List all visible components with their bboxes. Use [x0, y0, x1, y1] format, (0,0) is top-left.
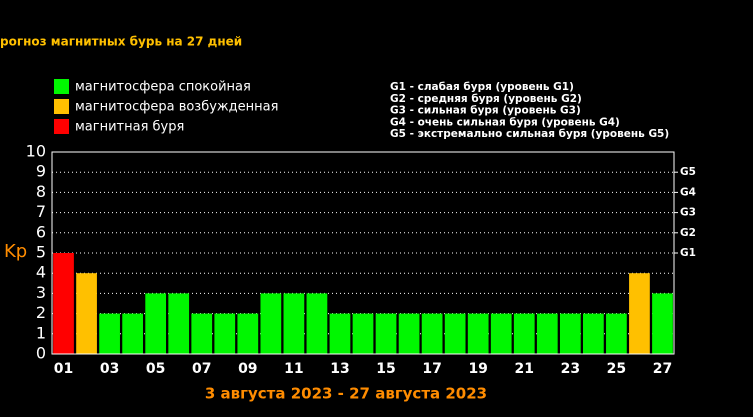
chart-title: рогноз магнитных бурь на 27 дней — [0, 35, 242, 49]
y-tick-label: 9 — [36, 162, 46, 181]
x-tick-label: 01 — [54, 361, 73, 377]
x-tick-label: 05 — [146, 361, 165, 377]
bar — [237, 313, 259, 354]
bar — [76, 273, 97, 354]
y-tick-label: 7 — [36, 202, 46, 221]
x-axis-label: 3 августа 2023 - 27 августа 2023 — [205, 385, 487, 403]
legend-swatch — [54, 119, 69, 134]
g-scale-text: G5 - экстремально сильная буря (уровень … — [390, 128, 669, 140]
legend-swatch — [54, 99, 69, 114]
x-tick-label: 21 — [515, 361, 534, 377]
bar — [352, 313, 374, 354]
bar — [398, 313, 420, 354]
bar — [513, 313, 535, 354]
bar — [214, 313, 236, 354]
bar — [536, 313, 558, 354]
bar — [629, 273, 650, 354]
g-scale-text: G2 - средняя буря (уровень G2) — [390, 93, 582, 105]
x-tick-label: 07 — [192, 361, 211, 377]
y-tick-label: 1 — [36, 323, 46, 342]
bar — [306, 293, 328, 354]
y-tick-label: 0 — [36, 344, 46, 363]
x-tick-label: 03 — [100, 361, 119, 377]
y2-tick-label: G1 — [680, 247, 696, 259]
y-tick-label: 2 — [36, 303, 46, 322]
y-tick-label: 3 — [36, 283, 46, 302]
legend-label: магнитосфера спокойная — [75, 80, 251, 95]
y2-tick-label: G3 — [680, 207, 696, 219]
bar — [145, 293, 167, 354]
bar — [444, 313, 466, 354]
legend-label: магнитная буря — [75, 120, 184, 135]
g-scale-text: G3 - сильная буря (уровень G3) — [390, 105, 581, 117]
x-tick-label: 17 — [422, 361, 441, 377]
y-tick-label: 10 — [26, 142, 46, 161]
bar — [583, 313, 604, 354]
g-scale-text: G1 - слабая буря (уровень G1) — [390, 81, 574, 93]
bar — [122, 313, 143, 354]
legend-label: магнитосфера возбужденная — [75, 100, 278, 115]
bar — [283, 293, 305, 354]
y-tick-label: 5 — [36, 243, 46, 262]
plot-frame — [51, 151, 675, 355]
bar — [467, 313, 489, 354]
bar — [191, 313, 213, 354]
y2-tick-label: G5 — [680, 166, 696, 178]
x-tick-label: 11 — [284, 361, 303, 377]
x-tick-label: 27 — [653, 361, 672, 377]
x-tick-label: 25 — [607, 361, 626, 377]
x-tick-label: 09 — [238, 361, 257, 377]
bar — [559, 313, 581, 354]
bar — [168, 293, 190, 354]
bar — [329, 313, 351, 354]
y-tick-label: 8 — [36, 182, 46, 201]
y2-tick-label: G4 — [680, 186, 696, 198]
g-scale-text: G4 - очень сильная буря (уровень G4) — [390, 116, 620, 128]
y2-tick-label: G2 — [680, 227, 696, 239]
bar — [652, 293, 673, 354]
bar — [99, 313, 120, 354]
y-tick-label: 6 — [36, 222, 46, 241]
legend-swatch — [54, 79, 69, 94]
x-tick-label: 15 — [376, 361, 395, 377]
x-tick-label: 19 — [468, 361, 487, 377]
y-axis-label: Kp — [4, 241, 27, 262]
bar — [490, 313, 512, 354]
y-tick-label: 4 — [36, 263, 46, 282]
bar — [53, 253, 74, 354]
bar — [375, 313, 397, 354]
x-tick-label: 13 — [330, 361, 349, 377]
x-tick-label: 23 — [561, 361, 580, 377]
bar — [421, 313, 443, 354]
bar — [260, 293, 282, 354]
bar — [606, 313, 627, 354]
